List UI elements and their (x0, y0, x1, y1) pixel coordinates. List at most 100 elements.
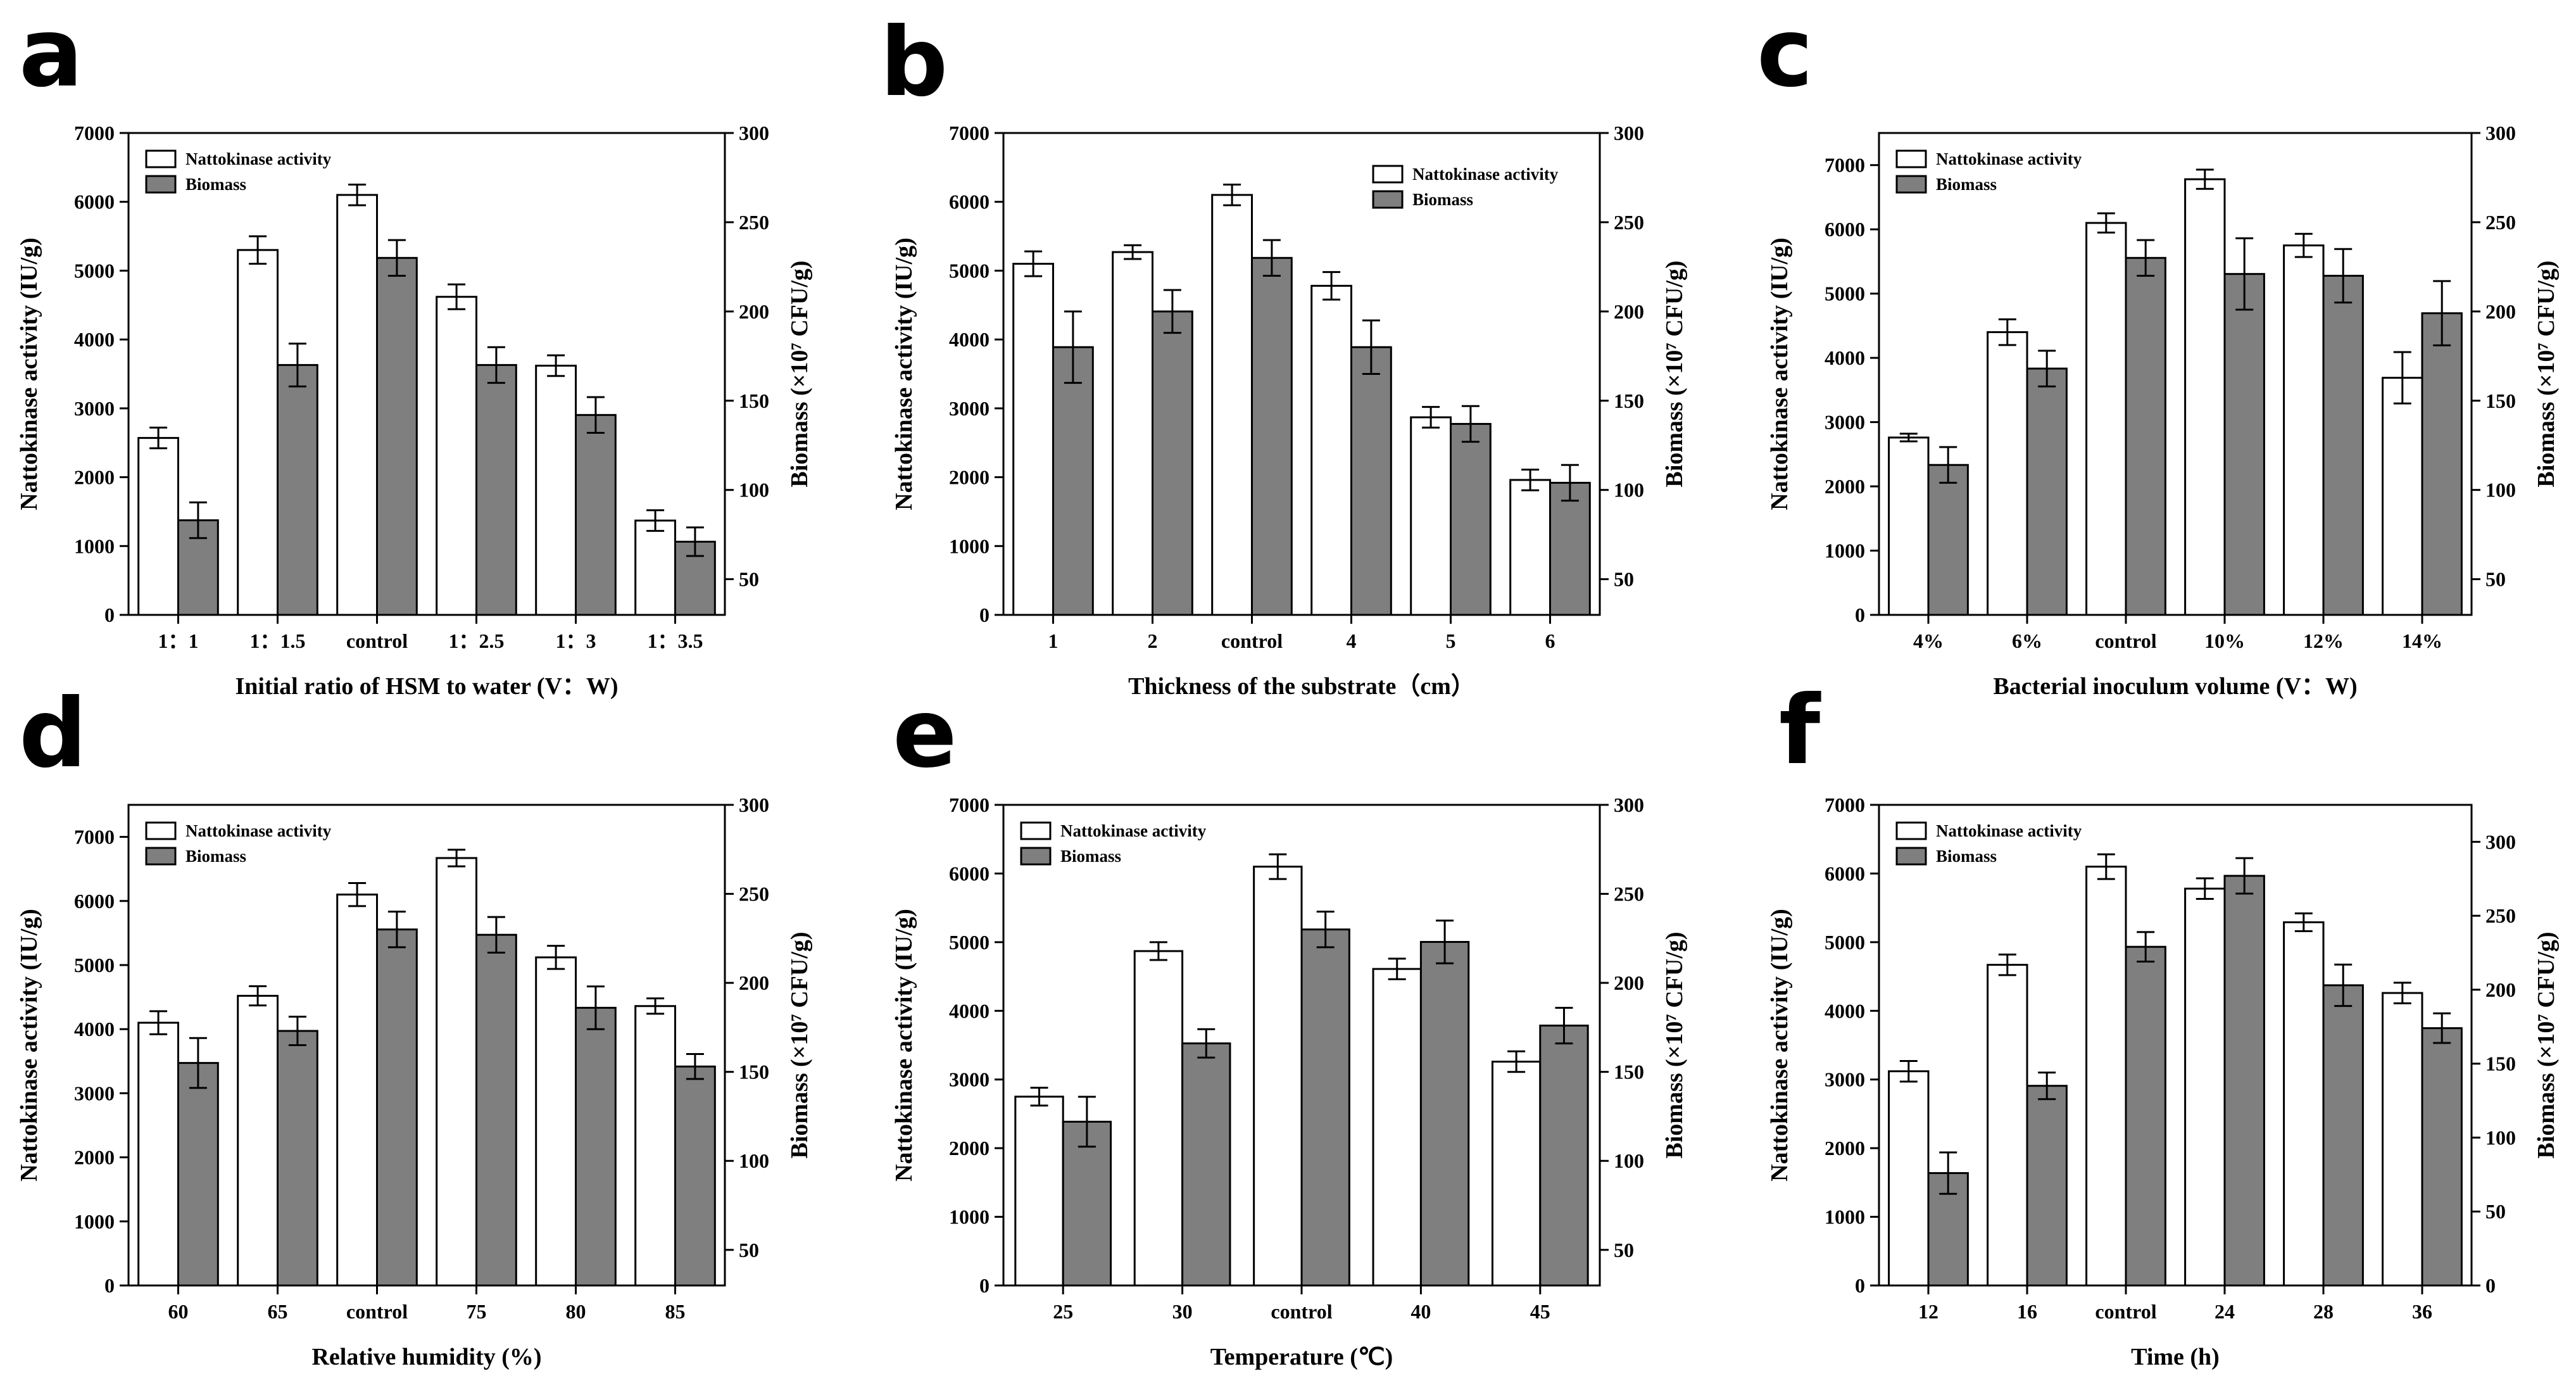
x-tick-label: 12 (1918, 1300, 1938, 1323)
x-tick-label: 80 (566, 1300, 586, 1323)
legend-swatch-biomass (145, 175, 177, 194)
bar-activity (436, 296, 478, 616)
x-tick-label: 1：3 (555, 629, 596, 652)
y-right-tick-label: 300 (1614, 793, 1644, 816)
bar-biomass (575, 1006, 617, 1287)
x-tick-label: control (2095, 1300, 2156, 1323)
bar-activity (1509, 479, 1551, 616)
x-tick-label: 75 (467, 1300, 487, 1323)
y-left-axis-title: Nattokinase activity (IU/g) (891, 237, 917, 510)
y-left-tick-label: 7000 (949, 793, 990, 816)
y-right-tick-label: 300 (739, 122, 769, 144)
legend-swatch-biomass (1372, 190, 1404, 209)
bar-biomass (1539, 1025, 1589, 1287)
x-tick-label: 1：3.5 (647, 629, 703, 652)
bar-biomass (2026, 367, 2068, 616)
bar-biomass (1927, 464, 1969, 616)
plot-frame (1002, 132, 1601, 616)
x-tick-label: 85 (665, 1300, 686, 1323)
bar-activity (436, 857, 478, 1287)
legend-label-activity: Nattokinase activity (1936, 149, 2082, 168)
y-right-tick-label: 250 (739, 211, 769, 234)
y-left-axis-title: Nattokinase activity (IU/g) (1766, 237, 1793, 510)
bar-activity (1112, 251, 1153, 616)
bar-biomass (1181, 1042, 1231, 1287)
y-left-tick-label: 0 (1855, 603, 1865, 626)
legend-label-activity: Nattokinase activity (1936, 821, 2082, 840)
y-left-tick-label: 3000 (949, 1068, 990, 1091)
legend-label-activity: Nattokinase activity (185, 149, 332, 168)
y-right-tick-label: 50 (739, 1239, 759, 1261)
y-right-tick-label: 300 (739, 793, 769, 816)
x-axis-title: Bacterial inoculum volume (V：W) (1993, 673, 2357, 700)
bar-activity (137, 437, 179, 616)
panel-letter: d (19, 679, 87, 789)
bar-biomass (575, 414, 617, 616)
x-tick-label: 65 (268, 1300, 288, 1323)
y-right-tick-label: 250 (2485, 904, 2516, 927)
y-left-tick-label: 6000 (949, 191, 990, 213)
x-axis-title: Initial ratio of HSM to water (V：W) (235, 673, 618, 700)
y-left-tick-label: 4000 (1825, 999, 1865, 1022)
y-right-tick-label: 150 (739, 1061, 769, 1083)
bar-biomass (277, 363, 318, 616)
y-right-tick-label: 200 (2485, 300, 2516, 323)
bar-activity (1491, 1061, 1542, 1287)
y-right-axis-title: Biomass (×10⁷ CFU/g) (1661, 931, 1688, 1158)
y-right-tick-label: 150 (1614, 1061, 1644, 1083)
bar-biomass (2125, 945, 2166, 1287)
y-left-tick-label: 3000 (949, 397, 990, 420)
y-left-tick-label: 6000 (74, 191, 115, 213)
y-left-tick-label: 6000 (949, 862, 990, 885)
y-left-tick-label: 7000 (949, 122, 990, 144)
y-left-axis-title: Nattokinase activity (IU/g) (1766, 909, 1793, 1182)
y-left-tick-label: 6000 (74, 890, 115, 913)
x-axis-title: Temperature (℃) (1210, 1344, 1393, 1370)
x-tick-label: 14% (2402, 629, 2442, 652)
y-right-tick-label: 150 (2485, 1052, 2516, 1075)
y-right-tick-label: 200 (1614, 300, 1644, 323)
y-left-tick-label: 5000 (1825, 931, 1865, 954)
legend-swatch-biomass (1895, 175, 1927, 194)
bar-activity (1253, 866, 1303, 1287)
y-right-tick-label: 250 (2485, 211, 2516, 234)
x-tick-label: 45 (1530, 1300, 1550, 1323)
y-left-tick-label: 1000 (949, 534, 990, 557)
y-right-tick-label: 250 (1614, 211, 1644, 234)
bar-biomass (2125, 256, 2166, 616)
y-right-tick-label: 50 (1614, 568, 1634, 591)
bar-biomass (1251, 256, 1293, 616)
legend-label-activity: Nattokinase activity (185, 821, 332, 840)
panel-b: b 0 1000 2000 3000 4000 5000 6000 7000 50 100 150 20… (880, 8, 1688, 700)
x-tick-label: 4% (1913, 629, 1944, 652)
bar-biomass (2421, 312, 2463, 616)
y-right-axis-title: Biomass (×10⁷ CFU/g) (786, 931, 813, 1158)
x-axis-title: Thickness of the substrate（cm） (1128, 673, 1475, 700)
bar-biomass (2322, 274, 2364, 616)
bar-activity (336, 894, 379, 1287)
y-left-tick-label: 7000 (74, 122, 115, 144)
bar-activity (2382, 377, 2423, 616)
bar-activity (634, 1005, 677, 1287)
bar-activity (1987, 964, 2028, 1287)
legend-label-biomass: Biomass (185, 847, 246, 866)
panel-letter: f (1779, 676, 1821, 786)
legend-label-activity: Nattokinase activity (1412, 165, 1559, 184)
y-left-tick-label: 0 (1855, 1274, 1865, 1297)
x-tick-label: control (346, 1300, 408, 1323)
y-right-tick-label: 300 (2485, 122, 2516, 144)
legend-swatch-activity (145, 149, 177, 168)
x-tick-label: 12% (2303, 629, 2344, 652)
bar-activity (2283, 921, 2325, 1287)
bar-activity (137, 1021, 179, 1287)
y-left-tick-label: 0 (979, 603, 990, 626)
y-right-axis-title: Biomass (×10⁷ CFU/g) (2533, 931, 2560, 1158)
bar-biomass (1062, 1120, 1112, 1287)
y-right-tick-label: 50 (2485, 1200, 2506, 1223)
panel-d: d 0 1000 2000 3000 4000 5000 6000 7000 50 100 150 20… (16, 679, 813, 1370)
x-tick-label: 4 (1347, 629, 1357, 652)
y-right-tick-label: 50 (1614, 1239, 1634, 1261)
y-right-tick-label: 100 (739, 479, 769, 502)
y-left-tick-label: 5000 (1825, 282, 1865, 305)
legend-swatch-activity (1895, 149, 1927, 168)
